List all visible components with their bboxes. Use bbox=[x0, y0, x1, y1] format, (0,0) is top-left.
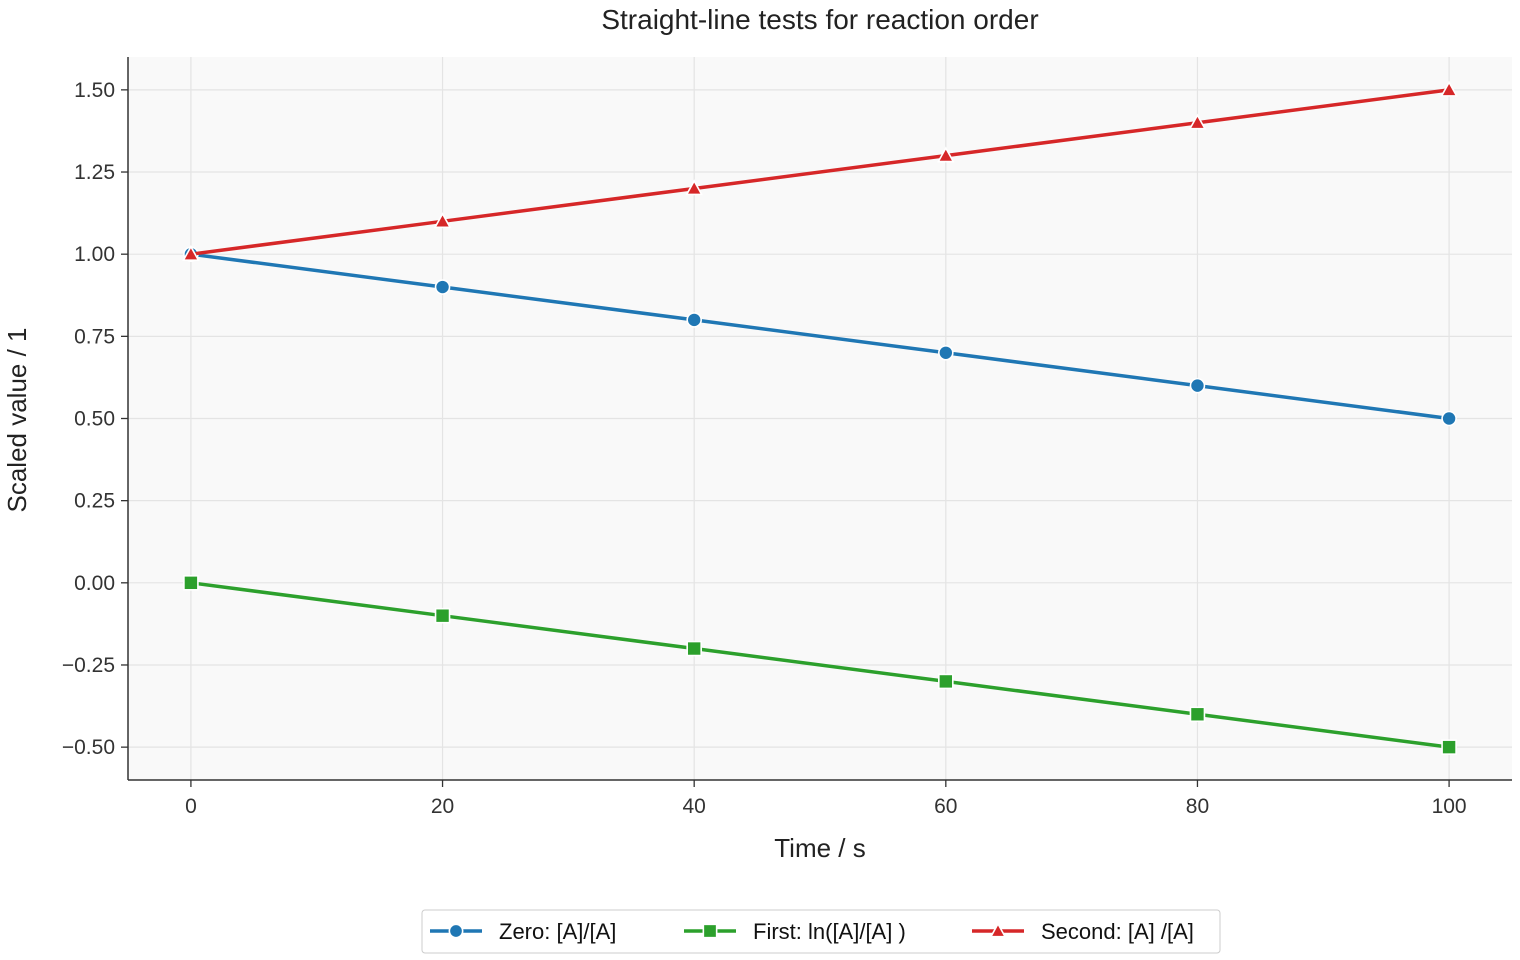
series-3 bbox=[182, 80, 1458, 261]
legend: Zero: [A]/[A] First: ln([A]/[A] ) Second: … bbox=[421, 909, 1221, 954]
data-point bbox=[936, 146, 955, 163]
data-point bbox=[1441, 410, 1457, 427]
y-axis-label: Scaled value / 1 bbox=[2, 327, 32, 512]
x-tick-label: 100 bbox=[1432, 795, 1467, 818]
y-tick-label: 0.25 bbox=[74, 490, 115, 513]
y-tick-label: 0.00 bbox=[74, 572, 115, 595]
x-ticks: 0 20 40 60 80 100 bbox=[185, 780, 1467, 818]
data-point bbox=[1189, 706, 1206, 723]
x-tick-label: 20 bbox=[431, 795, 454, 818]
data-point bbox=[1441, 739, 1457, 755]
data-point bbox=[1440, 80, 1458, 97]
x-tick-label: 60 bbox=[934, 795, 957, 818]
series-1 bbox=[183, 246, 1457, 427]
data-point bbox=[1189, 377, 1206, 394]
x-axis-label: Time / s bbox=[774, 833, 865, 863]
legend-entry: Zero: [A]/[A] bbox=[430, 919, 616, 944]
legend-swatch-marker bbox=[448, 923, 464, 939]
y-tick-label: −0.25 bbox=[62, 654, 115, 677]
legend-swatch-marker bbox=[702, 923, 718, 939]
data-point bbox=[183, 575, 199, 591]
y-tick-label: 1.00 bbox=[74, 243, 115, 266]
x-tick-label: 40 bbox=[683, 795, 706, 818]
y-tick-label: −0.50 bbox=[62, 736, 115, 759]
series-2 bbox=[183, 575, 1457, 755]
chart-title: Straight-line tests for reaction order bbox=[601, 4, 1038, 35]
y-ticks: −0.50 −0.25 0.00 0.25 0.50 0.75 1.00 1.25 1.50 bbox=[62, 79, 128, 759]
legend-entry: First: ln([A]/[A] ) bbox=[684, 919, 906, 944]
legend-entry: Second: [A] /[A] bbox=[972, 919, 1194, 944]
x-tick-label: 0 bbox=[185, 795, 197, 818]
data-point bbox=[686, 312, 702, 328]
data-point bbox=[434, 607, 451, 624]
data-point bbox=[1188, 113, 1207, 130]
y-tick-label: 0.50 bbox=[74, 408, 115, 431]
y-tick-label: 1.50 bbox=[74, 79, 115, 102]
legend-label: Zero: [A]/[A] bbox=[499, 919, 616, 944]
legend-label: Second: [A] /[A] bbox=[1041, 919, 1194, 944]
y-tick-label: 0.75 bbox=[74, 325, 115, 348]
legend-label: First: ln([A]/[A] ) bbox=[753, 919, 906, 944]
y-tick-label: 1.25 bbox=[74, 161, 115, 184]
series-layer bbox=[182, 80, 1458, 755]
legend-box bbox=[421, 909, 1221, 954]
series-line bbox=[190, 252, 1450, 421]
data-point bbox=[686, 640, 702, 657]
series-line bbox=[190, 88, 1450, 256]
data-point bbox=[433, 212, 452, 229]
data-point bbox=[182, 245, 200, 261]
x-tick-label: 80 bbox=[1186, 795, 1209, 818]
legend-swatch-marker bbox=[989, 922, 1007, 938]
series-line bbox=[190, 581, 1450, 749]
data-point bbox=[685, 179, 704, 196]
data-point bbox=[938, 344, 954, 361]
data-point bbox=[938, 673, 954, 690]
data-point bbox=[434, 279, 451, 295]
